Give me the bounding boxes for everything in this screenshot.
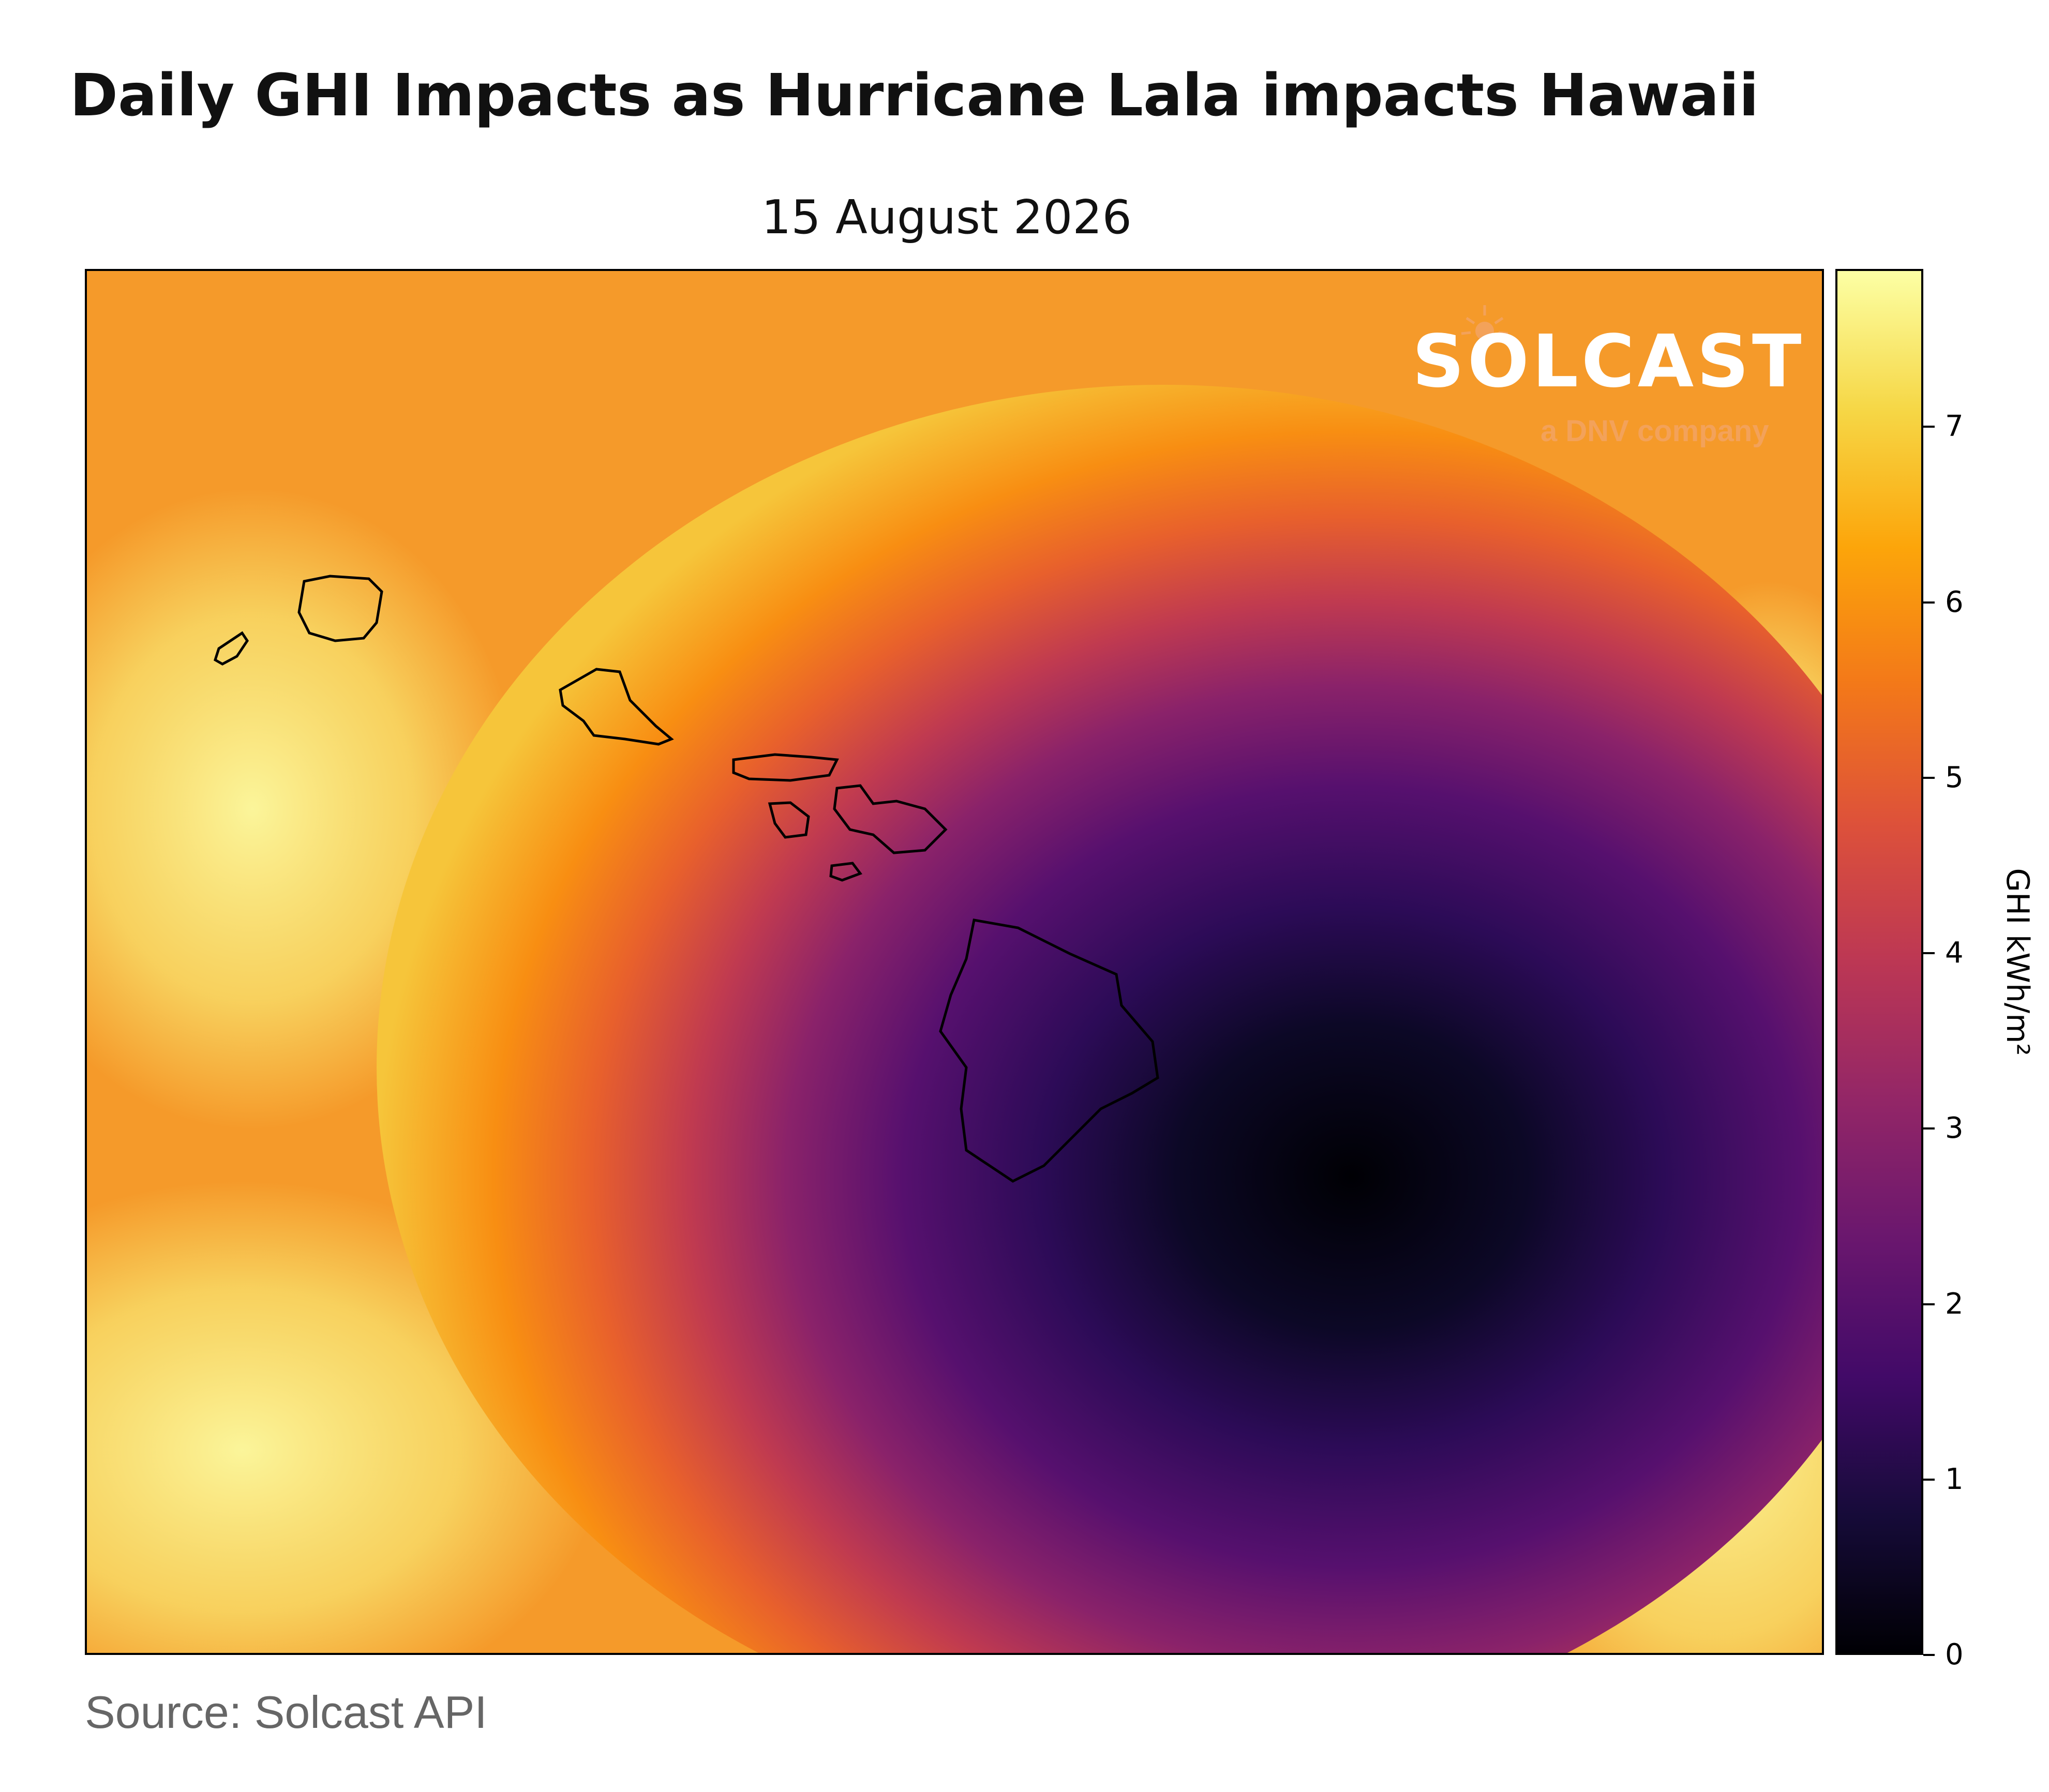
island-maui [833, 784, 948, 854]
colorbar-tick [1923, 952, 1935, 955]
chart-subtitle: 15 August 2026 [761, 190, 1132, 245]
island-oahu [559, 668, 674, 746]
colorbar-title: GHI kWh/m² [1999, 868, 2036, 1056]
chart-title: Daily GHI Impacts as Hurricane Lala impa… [70, 62, 1759, 129]
colorbar-tick [1923, 1654, 1935, 1656]
colorbar-tick [1923, 776, 1935, 779]
source-credit: Source: Solcast API [85, 1686, 487, 1738]
colorbar-tick-label: 4 [1945, 936, 1964, 970]
island-hawaii [939, 918, 1159, 1183]
logo-tagline: a DNV company [1541, 414, 1769, 448]
island-lanai [768, 801, 810, 839]
colorbar-tick [1923, 426, 1935, 428]
island-kauai [297, 575, 383, 642]
solcast-logo: SOLCAST [1412, 320, 1805, 404]
colorbar-tick [1923, 1303, 1935, 1305]
hurricane-low-ghi-region [377, 385, 1822, 1653]
colorbar-tick-label: 7 [1945, 410, 1964, 444]
ghi-heatmap [87, 271, 1822, 1653]
colorbar-tick [1923, 1478, 1935, 1481]
island-kahoolawe [829, 862, 863, 882]
colorbar [1835, 269, 1923, 1655]
colorbar-tick [1923, 601, 1935, 604]
ghi-map [85, 269, 1824, 1655]
colorbar-tick-label: 3 [1945, 1111, 1964, 1146]
island-molokai [732, 753, 839, 782]
island-niihau [214, 631, 249, 666]
colorbar-tick-label: 6 [1945, 585, 1964, 619]
colorbar-tick [1923, 1127, 1935, 1130]
colorbar-tick-label: 2 [1945, 1287, 1964, 1321]
sun-icon [1461, 305, 1508, 340]
colorbar-tick-label: 0 [1945, 1638, 1964, 1671]
colorbar-tick-label: 1 [1945, 1462, 1964, 1496]
coastlines [214, 575, 1159, 1183]
colorbar-tick-label: 5 [1945, 760, 1964, 794]
